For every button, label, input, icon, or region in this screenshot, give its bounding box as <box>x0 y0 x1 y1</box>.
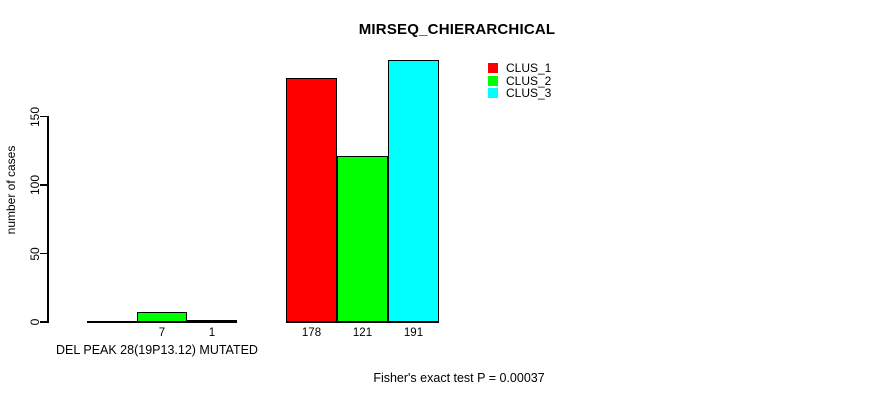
bar-value-label: 7 <box>158 327 166 339</box>
y-tick-label: 0 <box>28 318 42 326</box>
bar-clus_1 <box>286 78 337 322</box>
y-tick-mark <box>40 252 47 255</box>
fisher-test-annotation: Fisher's exact test P = 0.00037 <box>373 371 545 385</box>
chart-title: MIRSEQ_CHIERARCHICAL <box>358 21 556 38</box>
legend-label: CLUS_3 <box>506 86 552 100</box>
legend-row: CLUS_2 <box>488 73 552 88</box>
bar-clus_2 <box>137 312 187 322</box>
bar-clus_3 <box>388 60 439 322</box>
y-tick-label: 100 <box>28 174 42 196</box>
y-tick-label: 50 <box>28 246 42 261</box>
y-tick-mark <box>40 321 47 323</box>
legend-swatch-icon <box>488 88 498 98</box>
legend-label: CLUS_2 <box>506 73 552 88</box>
bar-value-label: 1 <box>208 327 216 339</box>
bar-value-label: 178 <box>301 327 322 339</box>
bar-clus_3 <box>187 320 237 322</box>
legend-row: CLUS_3 <box>488 86 552 100</box>
bar-value-label: 121 <box>352 327 373 339</box>
y-tick-label: 150 <box>28 106 42 127</box>
bar-clus_2 <box>337 156 388 322</box>
legend-row: CLUS_1 <box>488 61 552 75</box>
legend-swatch-icon <box>488 75 498 86</box>
bar-value-label: 191 <box>403 327 424 339</box>
y-tick-mark <box>40 115 47 118</box>
y-axis-line <box>47 116 49 323</box>
x-axis-label: DEL PEAK 28(19P13.12) MUTATED <box>56 343 258 357</box>
y-axis-title: number of cases <box>4 145 18 235</box>
legend-label: CLUS_1 <box>506 61 552 75</box>
legend-swatch-icon <box>488 63 498 73</box>
legend: CLUS_1 CLUS_2 CLUS_3 <box>488 61 552 100</box>
y-tick-mark <box>40 184 47 186</box>
